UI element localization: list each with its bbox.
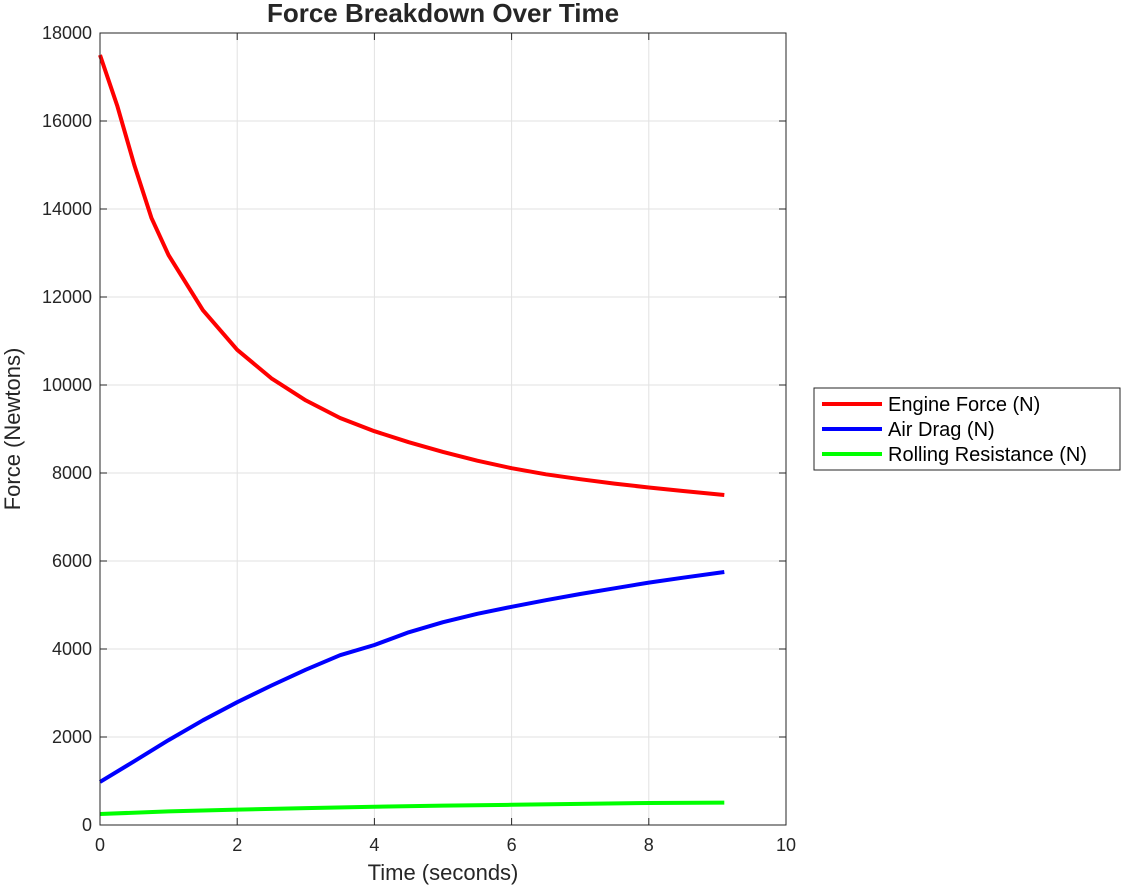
x-tick-label: 8 <box>644 835 654 855</box>
engine-force-line <box>98 54 725 497</box>
rolling-resistance-line <box>99 800 725 816</box>
y-tick-label: 8000 <box>52 463 92 483</box>
legend-label-air-drag: Air Drag (N) <box>888 419 995 441</box>
y-tick-label: 12000 <box>42 287 92 307</box>
x-tick-label: 6 <box>507 835 517 855</box>
axes-frame <box>99 32 787 826</box>
y-axis-label: Force (Newtons) <box>0 348 25 511</box>
chart-title: Force Breakdown Over Time <box>267 0 619 28</box>
x-axis-label: Time (seconds) <box>368 860 519 885</box>
x-tick-label: 0 <box>95 835 105 855</box>
y-tick-label: 0 <box>82 815 92 835</box>
x-tick-label: 4 <box>369 835 379 855</box>
y-tick-label: 6000 <box>52 551 92 571</box>
y-tick-label: 10000 <box>42 375 92 395</box>
y-tick-label: 18000 <box>42 23 92 43</box>
x-tick-label: 10 <box>776 835 796 855</box>
plot-area <box>100 33 786 825</box>
legend-label-engine-force: Engine Force (N) <box>888 394 1040 416</box>
legend-label-rolling-resistance: Rolling Resistance (N) <box>888 444 1087 466</box>
x-tick-label: 2 <box>232 835 242 855</box>
air-drag-line <box>98 570 725 784</box>
y-tick-label: 4000 <box>52 639 92 659</box>
y-tick-label: 16000 <box>42 111 92 131</box>
grid-lines <box>100 33 786 825</box>
legend: Engine Force (N) Air Drag (N) Rolling Resi… <box>813 387 1121 471</box>
axis-ticks: 0 2 4 6 8 10 0 2000 4000 6000 8000 10000 12000 14000 1… <box>42 23 796 855</box>
series-lines <box>98 54 725 816</box>
y-tick-label: 14000 <box>42 199 92 219</box>
y-tick-label: 2000 <box>52 727 92 747</box>
legend-items: Engine Force (N) Air Drag (N) Rolling Resi… <box>822 394 1087 466</box>
